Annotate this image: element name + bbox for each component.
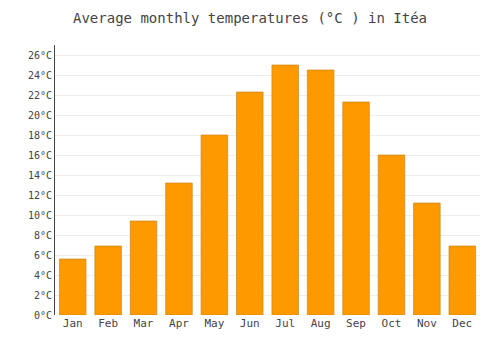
svg-text:Jul: Jul bbox=[275, 317, 295, 330]
svg-text:14°C: 14°C bbox=[28, 170, 52, 181]
svg-text:Feb: Feb bbox=[98, 317, 118, 330]
svg-text:Jun: Jun bbox=[240, 317, 260, 330]
svg-text:Nov: Nov bbox=[417, 317, 437, 330]
svg-text:4°C: 4°C bbox=[34, 270, 52, 281]
svg-text:6°C: 6°C bbox=[34, 250, 52, 261]
svg-text:Sep: Sep bbox=[346, 317, 366, 330]
svg-text:22°C: 22°C bbox=[28, 90, 52, 101]
svg-text:May: May bbox=[204, 317, 224, 330]
svg-text:Aug: Aug bbox=[311, 317, 331, 330]
svg-text:Mar: Mar bbox=[134, 317, 154, 330]
svg-text:24°C: 24°C bbox=[28, 70, 52, 81]
svg-text:2°C: 2°C bbox=[34, 290, 52, 301]
svg-text:Oct: Oct bbox=[382, 317, 402, 330]
svg-text:Average monthly temperatures (: Average monthly temperatures (°C ) in It… bbox=[73, 10, 427, 26]
svg-text:18°C: 18°C bbox=[28, 130, 52, 141]
svg-text:10°C: 10°C bbox=[28, 210, 52, 221]
svg-text:8°C: 8°C bbox=[34, 230, 52, 241]
svg-text:12°C: 12°C bbox=[28, 190, 52, 201]
svg-text:20°C: 20°C bbox=[28, 110, 52, 121]
svg-text:0°C: 0°C bbox=[34, 310, 52, 321]
svg-text:Apr: Apr bbox=[169, 317, 189, 330]
svg-text:26°C: 26°C bbox=[28, 50, 52, 61]
svg-text:Jan: Jan bbox=[63, 317, 83, 330]
svg-text:16°C: 16°C bbox=[28, 150, 52, 161]
svg-text:Dec: Dec bbox=[452, 317, 472, 330]
